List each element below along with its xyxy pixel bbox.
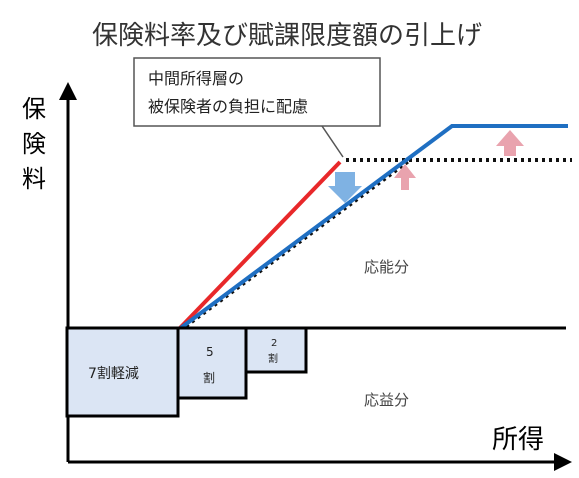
reduction-box-70 [65,326,180,418]
x-axis-arrowhead [554,453,572,471]
reduction-box-20-label-bottom: 割 [268,352,278,365]
reduction-box-50 [176,326,248,400]
red-rate-line [176,160,342,332]
diagram-title: 保険料率及び賦課限度額の引上げ [92,21,482,51]
callout-text-line2: 被保険者の負担に配慮 [148,97,308,116]
callout-box [133,57,381,127]
previous-rate-line [184,158,412,328]
region-label-upper: 応能分 [364,258,409,276]
reduction-box-20-label-top: 2 [271,338,277,349]
reduction-box-50-label-bottom: 割 [203,370,215,385]
blue-rate-line [176,124,568,332]
reduction-box-20 [244,326,308,374]
y-axis-label-char-2: 険 [22,130,46,158]
y-axis-label-char-1: 保 [22,95,46,123]
reduction-box-50-label-top: 5 [206,345,214,359]
reduction-box-70-label: 7割軽減 [88,365,139,382]
arrow-up-icon [496,130,524,156]
y-axis-label-char-3: 料 [22,165,46,193]
callout-pointer [321,125,344,158]
region-label-lower: 応益分 [364,391,409,409]
y-axis-arrowhead [59,82,77,100]
callout-text-line1: 中間所得層の [148,69,244,88]
arrow-down-icon [328,172,362,203]
arrow-up-icon [394,164,416,190]
x-axis-label: 所得 [492,425,544,455]
